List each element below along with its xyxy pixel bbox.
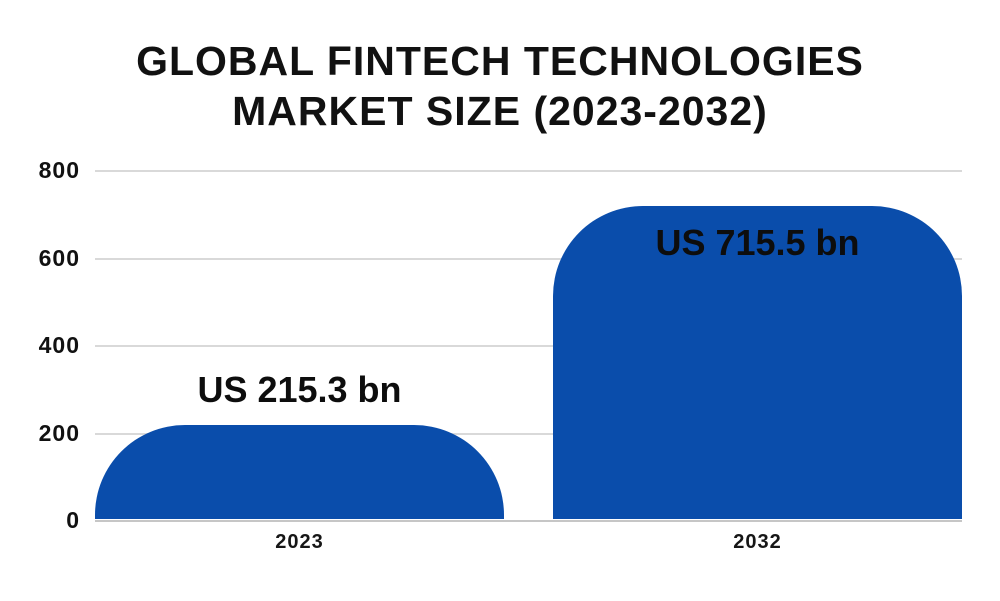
- chart-title: GLOBAL FINTECH TECHNOLOGIES MARKET SIZE …: [0, 36, 1000, 136]
- gridline-400: [95, 345, 962, 347]
- plot-area: US 215.3 bn 2023 US 715.5 bn 2032: [95, 170, 962, 553]
- bar-value-label-2032: US 715.5 bn: [655, 221, 860, 263]
- y-axis-tick-label-800: 800: [38, 157, 80, 183]
- bar-2032: [553, 205, 962, 519]
- chart-title-line-1: GLOBAL FINTECH TECHNOLOGIES: [136, 38, 864, 84]
- y-axis-tick-label-400: 400: [38, 332, 80, 358]
- bar-value-label-2023: US 215.3 bn: [197, 368, 402, 410]
- chart-title-line-2: MARKET SIZE (2023-2032): [232, 88, 768, 134]
- gridline-800: [95, 170, 962, 172]
- gridline-600: [95, 257, 962, 260]
- x-axis-label-2032: 2032: [733, 531, 782, 553]
- gridline-200: [95, 432, 962, 435]
- y-axis-tick-label-200: 200: [38, 419, 80, 446]
- bar-2023: [95, 424, 504, 519]
- y-axis-tick-label-0: 0: [66, 507, 80, 533]
- x-axis-line: [95, 520, 962, 522]
- x-axis-label-2023: 2023: [275, 531, 324, 553]
- y-axis-tick-label-600: 600: [38, 244, 80, 271]
